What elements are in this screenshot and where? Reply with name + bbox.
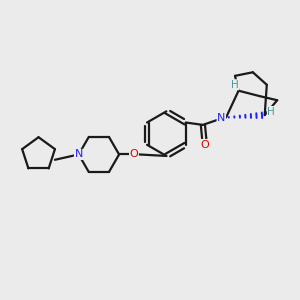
Text: H: H	[231, 80, 239, 90]
Text: O: O	[200, 140, 209, 149]
Text: H: H	[267, 106, 275, 116]
Text: N: N	[74, 149, 83, 160]
Text: O: O	[130, 149, 138, 160]
Text: N: N	[217, 113, 226, 123]
